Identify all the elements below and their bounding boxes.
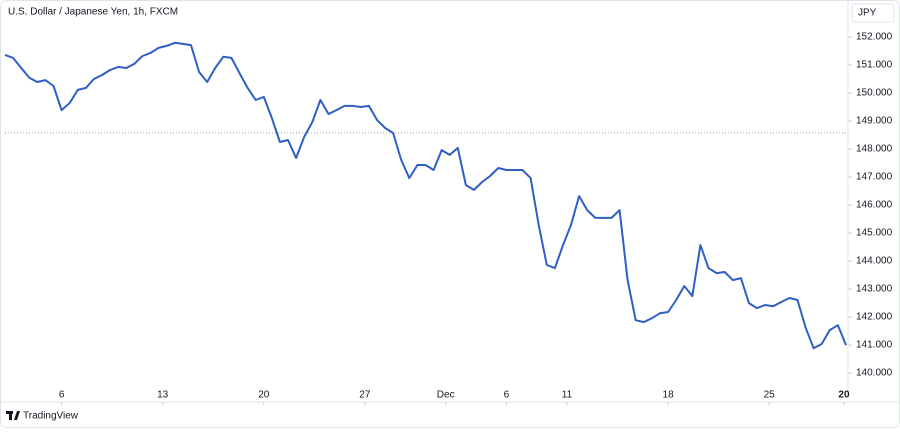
- y-tick-label: 150.000: [856, 88, 893, 99]
- y-tick-label: 151.000: [856, 60, 893, 71]
- x-tick-label: 11: [562, 390, 573, 401]
- x-tick-label: 18: [663, 390, 675, 401]
- x-tick-label: 27: [359, 390, 371, 401]
- x-tick-label: 6: [504, 390, 510, 401]
- y-tick-label: 145.000: [856, 228, 893, 239]
- x-tick-label: 20: [258, 390, 270, 401]
- y-tick-label: 140.000: [856, 368, 893, 379]
- chart-title: U.S. Dollar / Japanese Yen, 1h, FXCM: [8, 7, 178, 18]
- y-tick-label: 143.000: [856, 284, 893, 295]
- y-tick-label: 142.000: [856, 312, 893, 323]
- y-tick-label: 152.000: [856, 32, 893, 43]
- y-tick-label: 148.000: [856, 144, 893, 155]
- y-tick-label: 144.000: [856, 256, 893, 267]
- x-tick-label: 13: [157, 390, 169, 401]
- x-tick-label: 20: [838, 390, 850, 401]
- y-tick-label: 147.000: [856, 172, 893, 183]
- x-tick-label: Dec: [437, 390, 455, 401]
- y-tick-label: 141.000: [856, 340, 893, 351]
- price-line: [4, 41, 847, 350]
- currency-box[interactable]: [851, 3, 895, 23]
- x-tick-label: 25: [764, 390, 776, 401]
- plot-area: 140.000 141.000 142.000 143.000 144.000 145.0…: [4, 32, 893, 405]
- brand-name: TradingView: [23, 411, 79, 422]
- y-tick-label: 146.000: [856, 200, 893, 211]
- x-tick-label: 6: [59, 390, 65, 401]
- currency-label[interactable]: JPY: [858, 8, 877, 19]
- y-tick-label: 149.000: [856, 116, 893, 127]
- brand-logo: [6, 411, 20, 420]
